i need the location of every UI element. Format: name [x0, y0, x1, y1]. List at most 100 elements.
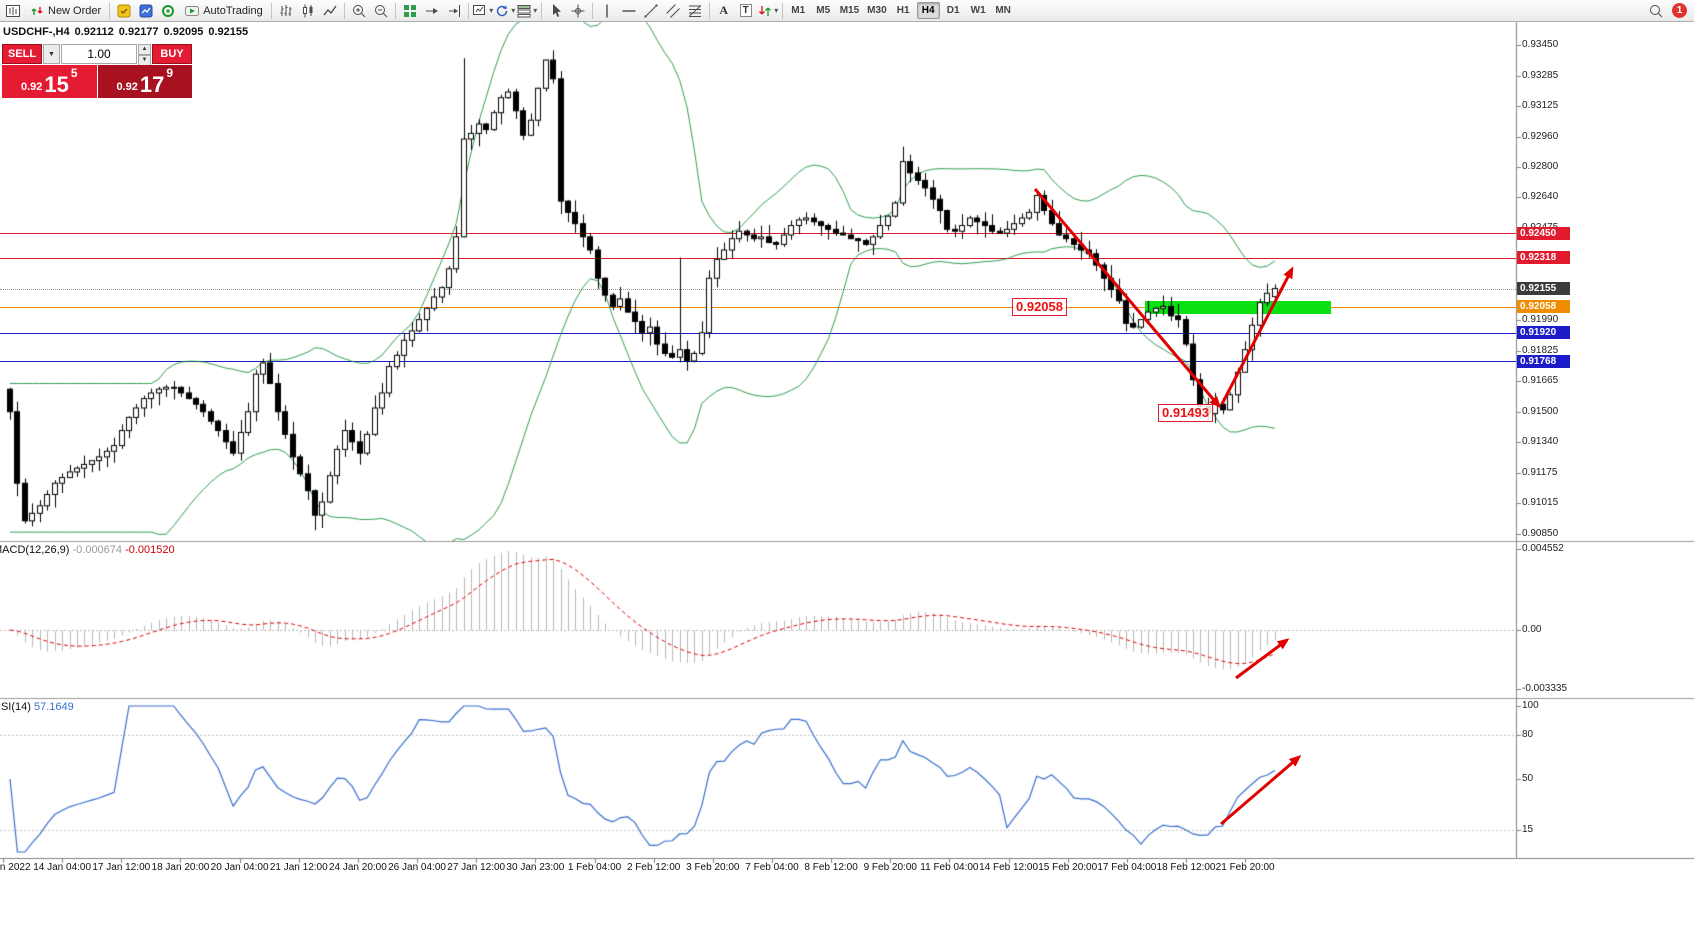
new-order-button[interactable]: New Order [24, 1, 106, 20]
candlestick-chart-icon[interactable] [297, 1, 319, 20]
low-value: 0.92095 [163, 26, 204, 38]
zoom-out-icon[interactable] [370, 1, 392, 20]
buy-price-prefix: 0.92 [116, 81, 138, 93]
macd-tick: -0.003335 [1522, 683, 1568, 695]
rsi-panel-label: RSI(14) 57.1649 [0, 701, 74, 713]
uptrend-arrow[interactable] [1220, 266, 1294, 405]
fibonacci-icon[interactable] [684, 1, 706, 20]
resistance-tag-1: 0.92450 [1517, 227, 1570, 240]
sell-price-prefix: 0.92 [20, 81, 43, 93]
buy-price-sup: 9 [166, 66, 174, 80]
bar-chart-icon[interactable] [275, 1, 297, 20]
sell-price-sup: 5 [70, 66, 78, 80]
rsi-arrow[interactable] [1220, 755, 1302, 826]
price-tick: 0.93285 [1522, 70, 1559, 82]
autotrading-button[interactable]: AutoTrading [179, 1, 268, 20]
horizontal-line-icon[interactable] [618, 1, 640, 20]
price-tick: 0.93125 [1522, 100, 1559, 112]
profiles-button[interactable]: ▾ [494, 1, 516, 20]
chart-window-icon[interactable] [2, 1, 24, 20]
volume-input[interactable] [61, 44, 137, 64]
macd-arrow[interactable] [1235, 638, 1290, 680]
vertical-line-icon[interactable] [596, 1, 618, 20]
auto-scroll-icon[interactable] [421, 1, 443, 20]
time-axis-label: 26 Jan 04:00 [388, 862, 446, 873]
rsi-tick: 100 [1522, 700, 1539, 711]
rsi-tick: 50 [1522, 773, 1534, 784]
time-axis-label: 14 Jan 04:00 [33, 862, 92, 873]
cursor-icon[interactable] [545, 1, 567, 20]
time-axis-label: 24 Jan 20:00 [328, 862, 387, 873]
notification-badge[interactable]: 1 [1672, 3, 1687, 18]
text-icon[interactable]: A [719, 3, 729, 17]
price-tick: 0.91015 [1522, 496, 1559, 508]
price-tick: 0.91825 [1522, 344, 1559, 356]
market-watch-icon[interactable] [135, 1, 157, 20]
time-axis-label: 17 Jan 12:00 [92, 862, 151, 873]
price-tick: 0.91665 [1522, 374, 1559, 386]
time-axis-label: 21 Feb 20:00 [1215, 862, 1275, 873]
timeframe-button-mn[interactable]: MN [992, 2, 1015, 19]
price-tick: 0.92640 [1522, 191, 1559, 203]
trendline-icon[interactable] [640, 1, 662, 20]
new-chart-button[interactable]: ▾ [472, 1, 494, 20]
time-axis-label: 20 Jan 04:00 [210, 862, 269, 873]
arrows-button[interactable]: ▾ [757, 1, 779, 20]
timeframe-button-h1[interactable]: H1 [892, 2, 915, 19]
buy-price-big: 17 [139, 72, 165, 97]
autotrading-label: AutoTrading [203, 4, 263, 17]
chart-ohlc-header: USDCHF-,H4 0.92112 0.92177 0.92095 0.92155 [3, 26, 253, 38]
buy-button[interactable]: BUY [152, 44, 192, 64]
toolbar-separator [540, 2, 542, 19]
downtrend-arrow[interactable] [1033, 188, 1221, 409]
price-tick: 0.91500 [1522, 405, 1559, 417]
tile-windows-icon[interactable] [399, 1, 421, 20]
metaeditor-icon[interactable] [113, 1, 135, 20]
toolbar-separator [343, 2, 345, 19]
volume-up-icon[interactable]: ▲ [138, 44, 151, 55]
time-axis-label: 3 Feb 20:00 [686, 862, 740, 873]
buy-price-button[interactable]: 0.92 17 9 [97, 65, 192, 98]
time-axis-label: 8 Feb 12:00 [804, 862, 858, 873]
open-value: 0.92112 [74, 26, 114, 38]
toolbar-separator [708, 2, 710, 19]
sell-price-button[interactable]: 0.92 15 5 [2, 65, 97, 98]
time-axis-label: 18 Feb 12:00 [1156, 862, 1216, 873]
sell-price-big: 15 [44, 72, 69, 97]
channel-icon[interactable] [662, 1, 684, 20]
templates-button[interactable]: ▾ [516, 1, 538, 20]
crosshair-icon[interactable] [567, 1, 589, 20]
timeframe-button-d1[interactable]: D1 [942, 2, 965, 19]
line-chart-icon[interactable] [319, 1, 341, 20]
zoom-in-icon[interactable] [348, 1, 370, 20]
rsi-tick: 80 [1522, 729, 1534, 741]
timeframe-button-m30[interactable]: M30 [864, 2, 889, 19]
price-tick: 0.92960 [1522, 131, 1559, 143]
macd-tick: 0.004552 [1522, 542, 1564, 554]
chart-shift-icon[interactable] [443, 1, 465, 20]
time-axis-label: 30 Jan 23:00 [506, 862, 565, 873]
search-icon[interactable] [1645, 1, 1667, 20]
timeframe-button-w1[interactable]: W1 [967, 2, 990, 19]
timeframe-button-m15[interactable]: M15 [837, 2, 862, 19]
price-tick: 0.91990 [1522, 313, 1559, 325]
volume-dropdown-icon[interactable]: ▼ [43, 44, 60, 64]
price-tick: 0.91175 [1522, 466, 1558, 478]
volume-stepper[interactable]: ▲ ▼ [138, 44, 151, 66]
text-label-icon[interactable]: T [735, 1, 757, 20]
sell-button[interactable]: SELL [2, 44, 42, 64]
signals-icon[interactable] [157, 1, 179, 20]
level-callout[interactable]: 0.92058 [1012, 298, 1067, 316]
macd-panel-label: MACD(12,26,9) -0.000674 -0.001520 [0, 544, 175, 556]
macd-main-value: -0.000674 [72, 544, 123, 556]
timeframe-button-m1[interactable]: M1 [787, 2, 810, 19]
timeframe-button-m5[interactable]: M5 [812, 2, 835, 19]
support-tag-2: 0.91768 [1517, 355, 1570, 368]
low-callout[interactable]: 0.91493 [1158, 404, 1213, 422]
timeframe-button-h4[interactable]: H4 [916, 2, 940, 19]
